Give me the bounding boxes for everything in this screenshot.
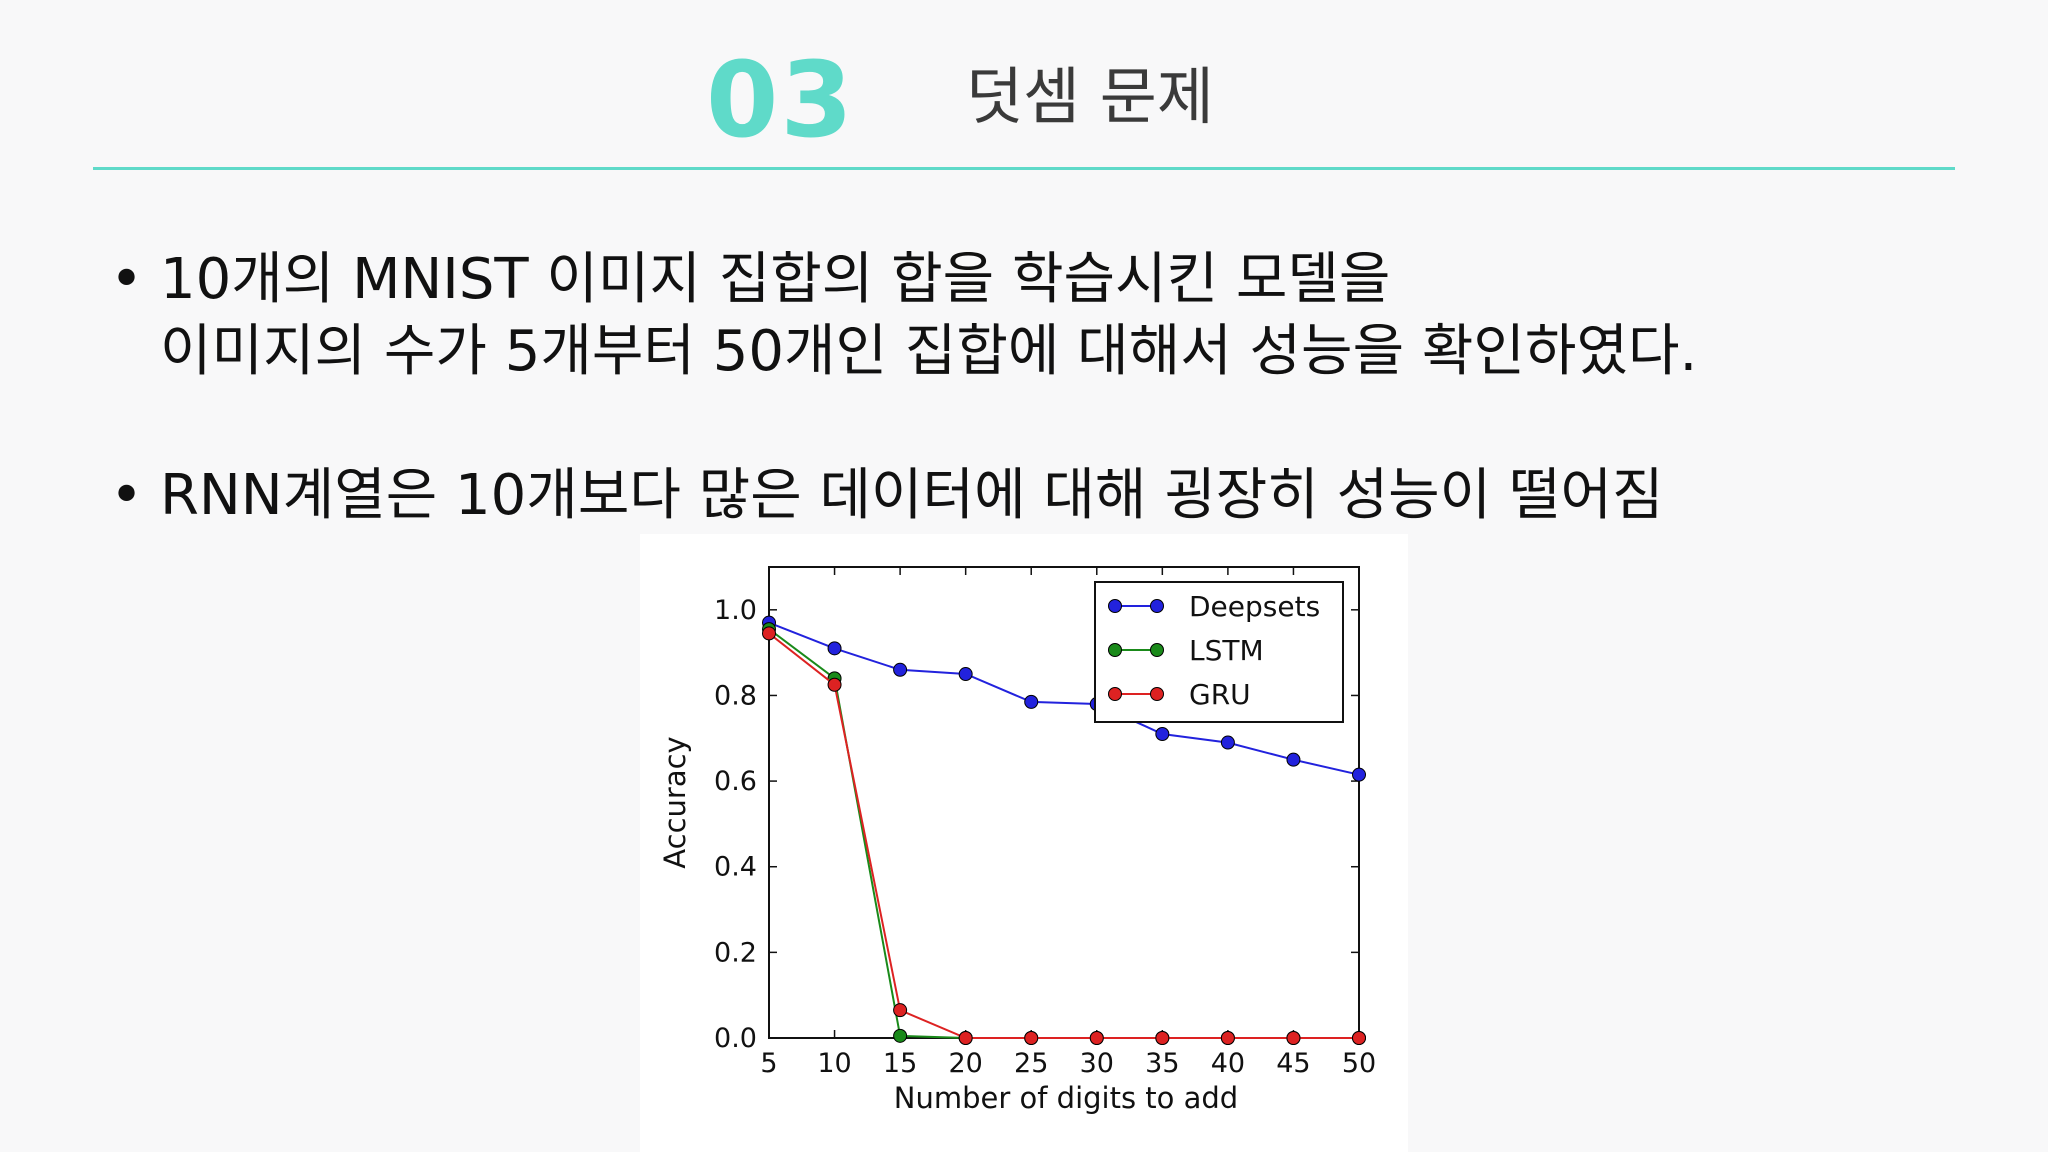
x-tick-label: 40	[1211, 1048, 1245, 1079]
data-point-gru	[1024, 1031, 1039, 1045]
data-point-deepsets	[1220, 735, 1235, 750]
legend-marker	[1108, 643, 1122, 657]
data-point-gru	[1155, 1031, 1170, 1045]
x-tick-label: 5	[760, 1048, 777, 1079]
data-point-gru	[1089, 1031, 1104, 1045]
data-point-gru	[893, 1003, 908, 1018]
slide-number: 03	[706, 39, 855, 161]
y-tick-label: 1.0	[714, 595, 757, 626]
y-axis-title: Accuracy	[658, 736, 692, 868]
bullet-text-line: 10개의 MNIST 이미지 집합의 합을 학습시킨 모델을	[160, 247, 1391, 312]
data-point-deepsets	[827, 641, 842, 656]
chart-canvas: 5 10 15 20 25 30 35 40 45 50 0.0 0.2 0.4 0.6 0.8 1.0 Num…	[658, 566, 1376, 1115]
data-point-gru	[1352, 1031, 1366, 1045]
legend-label: LSTM	[1189, 634, 1264, 667]
y-tick-label: 0.8	[714, 680, 757, 711]
legend-marker	[1150, 643, 1164, 657]
slide-title: 덧셈 문제	[966, 60, 1214, 133]
x-tick-label: 45	[1276, 1048, 1310, 1079]
data-point-deepsets	[958, 667, 973, 682]
legend-marker	[1108, 687, 1122, 701]
accuracy-chart: 5 10 15 20 25 30 35 40 45 50 0.0 0.2 0.4 0.6 0.8 1.0 Num…	[640, 534, 1408, 1152]
x-tick-label: 20	[948, 1048, 982, 1079]
legend-label: GRU	[1189, 678, 1251, 711]
y-tick-label: 0.4	[714, 852, 757, 883]
x-tick-label: 35	[1145, 1048, 1179, 1079]
data-point-gru	[1220, 1031, 1235, 1045]
bullet-text-line: 이미지의 수가 5개부터 50개인 집합에 대해서 성능을 확인하였다.	[160, 319, 1698, 384]
x-axis-title: Number of digits to add	[894, 1081, 1238, 1115]
bullet-dot: •	[110, 247, 144, 312]
data-point-gru	[827, 677, 842, 692]
data-point-gru	[762, 626, 776, 641]
y-tick-label: 0.0	[714, 1023, 757, 1054]
data-point-gru	[958, 1031, 973, 1045]
x-tick-label: 15	[883, 1048, 917, 1079]
x-tick-label: 50	[1342, 1048, 1376, 1079]
title-divider	[93, 167, 1955, 170]
bullet-dot: •	[110, 463, 144, 528]
bullet-text-line: RNN계열은 10개보다 많은 데이터에 대해 굉장히 성능이 떨어짐	[160, 463, 1664, 528]
legend-marker	[1150, 599, 1164, 613]
legend-marker	[1150, 687, 1164, 701]
data-point-deepsets	[1155, 726, 1170, 741]
data-point-deepsets	[1352, 767, 1366, 782]
legend-label: Deepsets	[1189, 590, 1320, 623]
x-tick-label: 10	[817, 1048, 851, 1079]
data-point-deepsets	[893, 662, 908, 677]
data-point-gru	[1286, 1031, 1301, 1045]
legend-marker	[1108, 599, 1122, 613]
y-tick-label: 0.2	[714, 937, 757, 968]
data-point-deepsets	[1024, 694, 1039, 709]
x-tick-label: 30	[1080, 1048, 1114, 1079]
series-line-deepsets	[768, 621, 1360, 776]
data-point-deepsets	[1286, 752, 1301, 767]
y-tick-label: 0.6	[714, 766, 757, 797]
series-line-gru	[768, 632, 1359, 1039]
x-tick-label: 25	[1014, 1048, 1048, 1079]
data-point-lstm	[893, 1028, 908, 1043]
